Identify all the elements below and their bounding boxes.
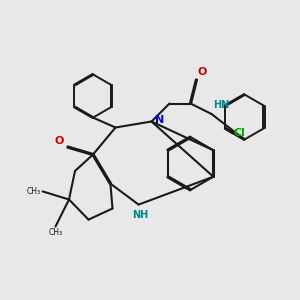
Text: HN: HN [213, 100, 229, 110]
Text: O: O [198, 67, 207, 77]
Text: N: N [155, 115, 164, 125]
Text: O: O [55, 136, 64, 146]
Text: Cl: Cl [233, 128, 245, 138]
Text: NH: NH [132, 210, 148, 220]
Text: CH₃: CH₃ [27, 187, 41, 196]
Text: CH₃: CH₃ [48, 228, 63, 237]
